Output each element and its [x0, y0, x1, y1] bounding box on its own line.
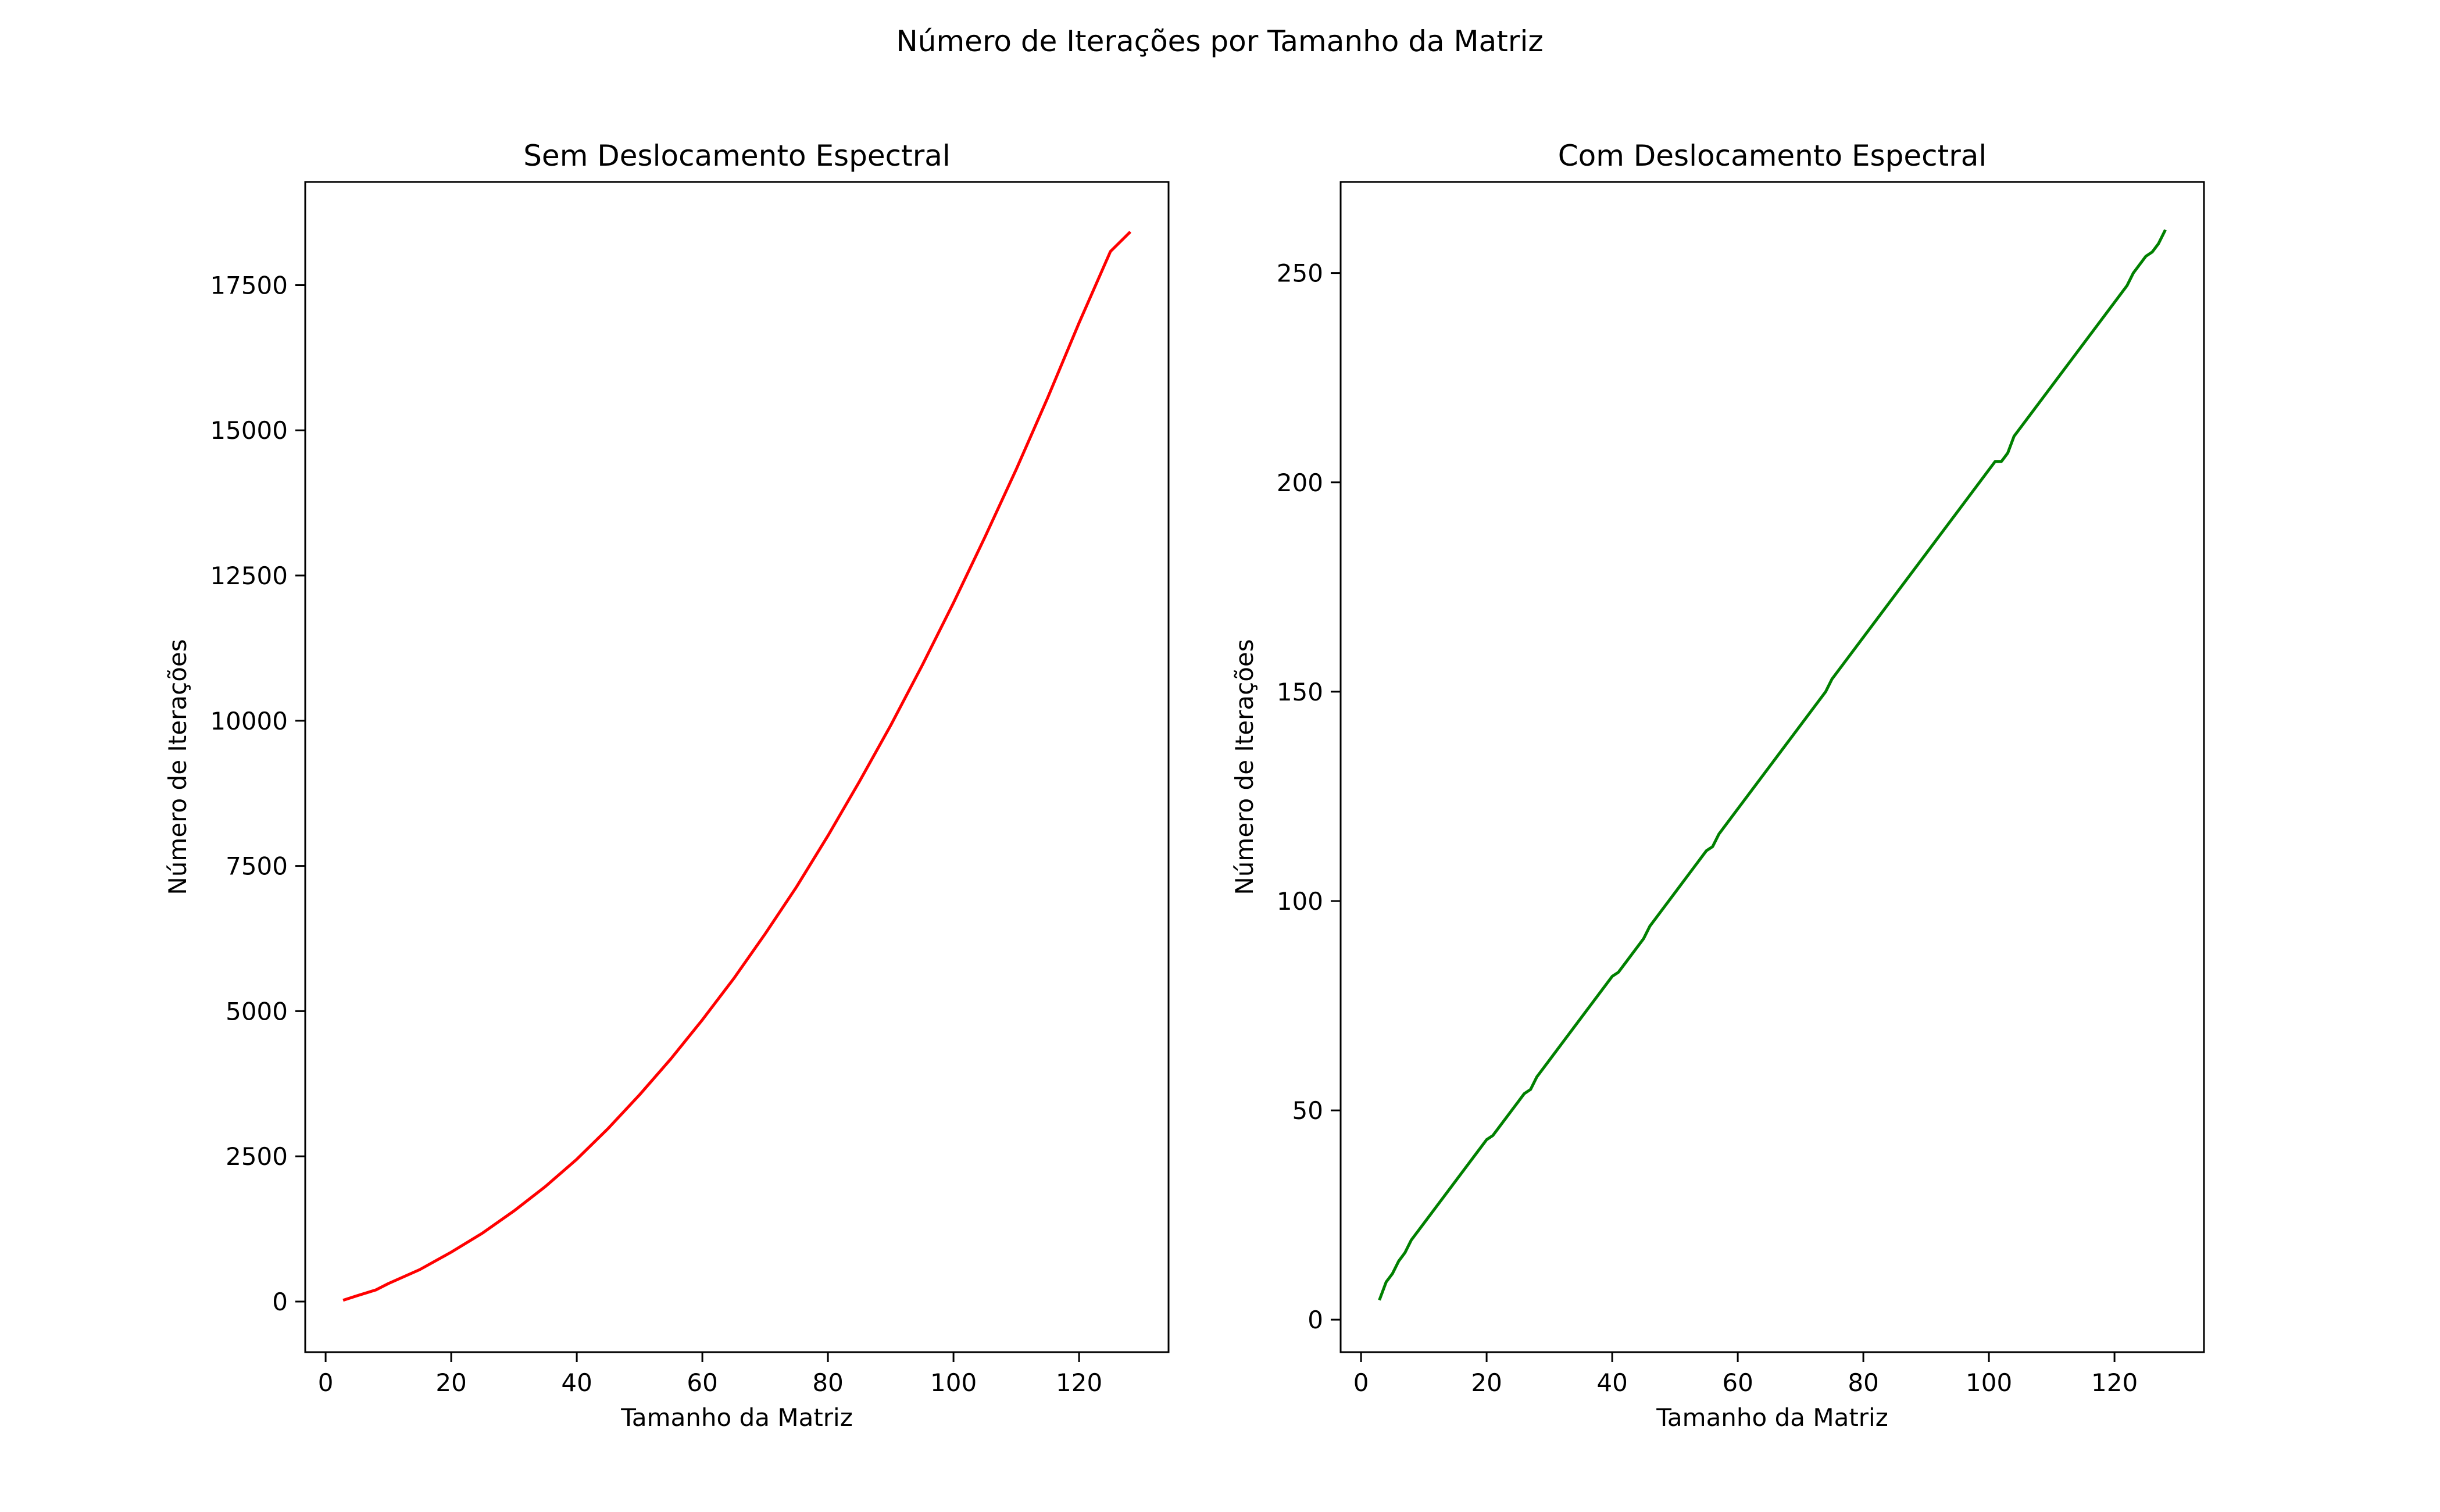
subplot-right: Com Deslocamento Espectral 0 20 40 60 80 100 12… — [1230, 139, 2205, 1432]
plot-frame-left — [304, 181, 1170, 1353]
x-tick-label: 80 — [1848, 1368, 1878, 1397]
y-tick-label: 12500 — [210, 562, 288, 590]
series-line-left — [342, 230, 1132, 1302]
y-tick-label: 200 — [1277, 469, 1323, 497]
x-axis-label-right: Tamanho da Matriz — [1656, 1403, 1888, 1432]
y-tick-label: 50 — [1292, 1096, 1323, 1125]
series-line-right — [1378, 229, 2167, 1301]
x-tick-label: 20 — [1471, 1368, 1502, 1397]
y-tick-label: 17500 — [210, 271, 288, 299]
subplot-title-right: Com Deslocamento Espectral — [1558, 139, 1987, 173]
y-tick-label: 2500 — [226, 1142, 288, 1171]
x-tick-label: 20 — [435, 1368, 466, 1397]
y-tick-label: 100 — [1277, 887, 1323, 916]
plots-container: Sem Deslocamento Espectral 0 20 40 60 80 100 12… — [163, 139, 2205, 1432]
y-tick-label: 150 — [1277, 678, 1323, 706]
subplot-title-left: Sem Deslocamento Espectral — [523, 139, 951, 173]
x-tick-label: 60 — [1722, 1368, 1753, 1397]
x-tick-label: 0 — [318, 1368, 334, 1397]
y-tick-label: 250 — [1277, 259, 1323, 288]
x-tick-label: 60 — [687, 1368, 717, 1397]
y-axis-label-right: Número de Iterações — [1230, 639, 1259, 895]
x-tick-label: 100 — [1966, 1368, 2012, 1397]
y-tick-label: 10000 — [210, 707, 288, 735]
y-tick-label: 0 — [1307, 1306, 1323, 1334]
x-axis-label-left: Tamanho da Matriz — [620, 1403, 853, 1432]
x-tick-label: 0 — [1353, 1368, 1369, 1397]
y-tick-label: 15000 — [210, 416, 288, 445]
x-tick-label: 100 — [930, 1368, 977, 1397]
figure-title: Número de Iterações por Tamanho da Matri… — [896, 24, 1543, 58]
x-tick-label: 80 — [812, 1368, 843, 1397]
x-tick-label: 40 — [1596, 1368, 1627, 1397]
x-tick-label: 120 — [2091, 1368, 2138, 1397]
subplot-left: Sem Deslocamento Espectral 0 20 40 60 80 100 12… — [163, 139, 1170, 1432]
plot-frame-right — [1339, 181, 2205, 1353]
y-axis-label-left: Número de Iterações — [163, 639, 192, 895]
x-tick-label: 40 — [561, 1368, 592, 1397]
y-tick-label: 7500 — [226, 852, 288, 881]
x-tick-label: 120 — [1056, 1368, 1102, 1397]
y-tick-label: 5000 — [226, 997, 288, 1025]
y-tick-label: 0 — [272, 1288, 288, 1316]
